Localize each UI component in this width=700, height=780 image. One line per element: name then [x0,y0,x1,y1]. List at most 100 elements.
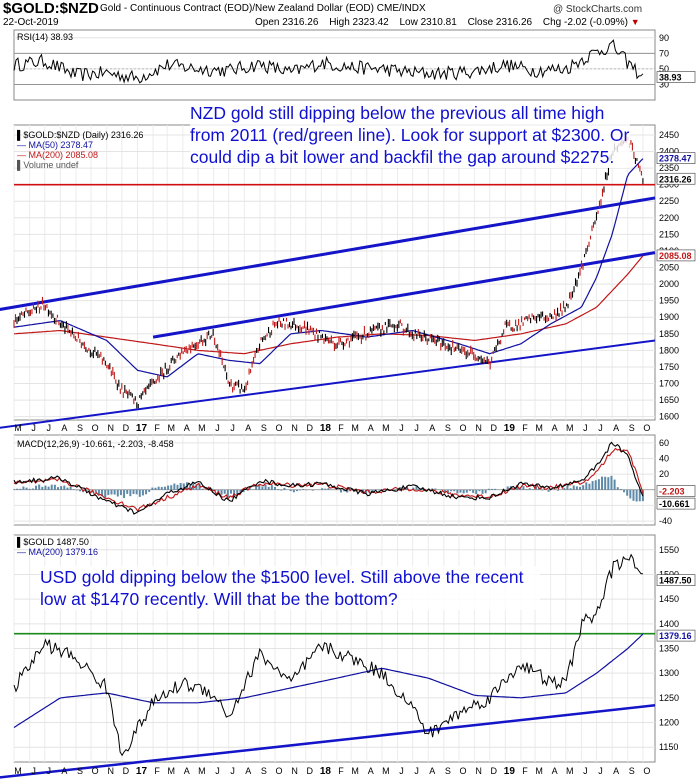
usd-price-line [13,553,643,757]
usd-x-tick-label: J [414,766,419,776]
nzd-x-tick-label: A [552,423,558,433]
usd-tick-label: 1350 [659,644,679,654]
nzd-x-tick-label: J [414,423,419,433]
usd-tick-label: 1400 [659,619,679,629]
contract-description: Gold - Continuous Contract (EOD)/New Zea… [100,3,426,14]
usd-x-tick-label: M [351,766,359,776]
nzd-legend-volume: ▌Volume undef [17,159,79,171]
nzd-panel-frame [13,124,656,421]
low-label: Low [399,17,418,28]
usd-legend-ma200: — MA(200) 1379.16 [17,547,98,557]
high-label: High [329,17,350,28]
usd-x-tick-label: S [445,766,451,776]
usd-x-tick-label: A [61,766,67,776]
nzd-x-tick-label: F [338,423,344,433]
nzd-tick-label: 2200 [659,213,679,223]
usd-x-tick-label: A [184,766,190,776]
usd-ma200-line [13,633,644,729]
nzd-price-bars [13,135,644,409]
chg-label: Chg [542,17,562,28]
usd-legend-price: ▌$GOLD 1487.50 [17,536,89,548]
rsi-last-value-box [656,71,696,83]
nzd-tick-label: 1700 [659,379,679,389]
usd-tick-label: 1550 [659,545,679,555]
usd-x-tick-label: D [123,766,130,776]
nzd-x-tick-label: O [459,423,466,433]
usd-x-tick-label: O [459,766,466,776]
nzd-tick-label: 2400 [659,147,679,157]
open-label: Open [255,17,280,28]
usd-x-tick-label: J [31,766,36,776]
nzd-x-tick-label: M [198,423,206,433]
usd-x-tick-label: O [92,766,99,776]
usd-x-tick-label: A [368,766,374,776]
nzd-x-tick-label: O [276,423,283,433]
high-value: 2323.42 [352,17,389,28]
usd-price-last: 1487.50 [659,576,692,586]
usd-x-tick-label: F [154,766,160,776]
nzd-price-last-box [656,172,696,185]
nzd-tick-label: 2350 [659,163,679,173]
usd-x-tick-label: A [245,766,251,776]
nzd-x-tick-label: A [184,423,190,433]
usd-x-tick-label: J [399,766,404,776]
nzd-tick-label: 1800 [659,345,679,355]
nzd-x-tick-label: D [307,423,314,433]
rsi-tick-label: 90 [659,33,669,43]
nzd-tick-label: 2050 [659,263,679,273]
close-label: Close [467,17,494,28]
nzd-legend-price: ▌$GOLD:$NZD (Daily) 2316.26 [17,129,143,141]
nzd-ma200-last-box [656,249,696,262]
nzd-x-tick-label: F [522,423,528,433]
rsi-label: RSI(14) 38.93 [17,32,73,42]
usd-tick-label: 1200 [659,718,679,728]
trend-channel-line [0,196,656,311]
down-arrow-icon: ▼ [630,17,640,27]
macd-line [13,441,644,515]
usd-x-tick-label: S [77,766,83,776]
rsi-tick-label: 50 [659,64,669,74]
nzd-x-tick-label: A [245,423,251,433]
nzd-x-tick-label: M [14,423,22,433]
nzd-x-tick-label: O [643,423,650,433]
nzd-x-tick-label: A [429,423,435,433]
nzd-annotation: NZD gold still dipping below the previou… [190,102,630,168]
usd-x-tick-label: M [535,766,543,776]
usd-x-tick-label: J [215,766,220,776]
nzd-x-tick-label: J [31,423,36,433]
nzd-x-tick-label: N [291,423,298,433]
nzd-x-tick-label: S [445,423,451,433]
usd-x-tick-label: D [490,766,497,776]
macd-label: MACD(12,26,9) -10.661, -2.203, -8.458 [17,439,174,449]
nzd-ma50-last-box [656,152,696,165]
nzd-tick-label: 2450 [659,130,679,140]
usd-x-tick-label: O [643,766,650,776]
macd-signal-last-box [656,485,696,497]
usd-x-tick-label: 18 [320,766,332,777]
usd-tick-label: 1300 [659,668,679,678]
usd-x-tick-label: O [276,766,283,776]
usd-x-tick-label: M [566,766,574,776]
nzd-legend-ma200: — MA(200) 2085.08 [17,150,98,160]
nzd-x-tick-label: N [107,423,114,433]
nzd-legend-ma50: — MA(50) 2378.47 [17,140,93,150]
nzd-x-tick-label: J [583,423,588,433]
nzd-x-tick-label: A [613,423,619,433]
open-value: 2316.26 [282,17,319,28]
usd-x-tick-label: M [382,766,390,776]
usd-x-tick-label: M [167,766,175,776]
nzd-tick-label: 2250 [659,196,679,206]
usd-x-tick-label: N [475,766,482,776]
low-value: 2310.81 [420,17,457,28]
rsi-tick-label: 30 [659,79,669,89]
trend-channel-line [152,251,656,339]
nzd-x-tick-label: F [154,423,160,433]
usd-tick-label: 1450 [659,594,679,604]
usd-ma200-last: 1379.16 [659,631,692,641]
nzd-tick-label: 2000 [659,279,679,289]
usd-annotation: USD gold dipping below the $1500 level. … [40,566,540,610]
nzd-x-tick-label: J [399,423,404,433]
nzd-tick-label: 1900 [659,312,679,322]
nzd-x-tick-label: M [351,423,359,433]
nzd-x-tick-label: D [123,423,130,433]
